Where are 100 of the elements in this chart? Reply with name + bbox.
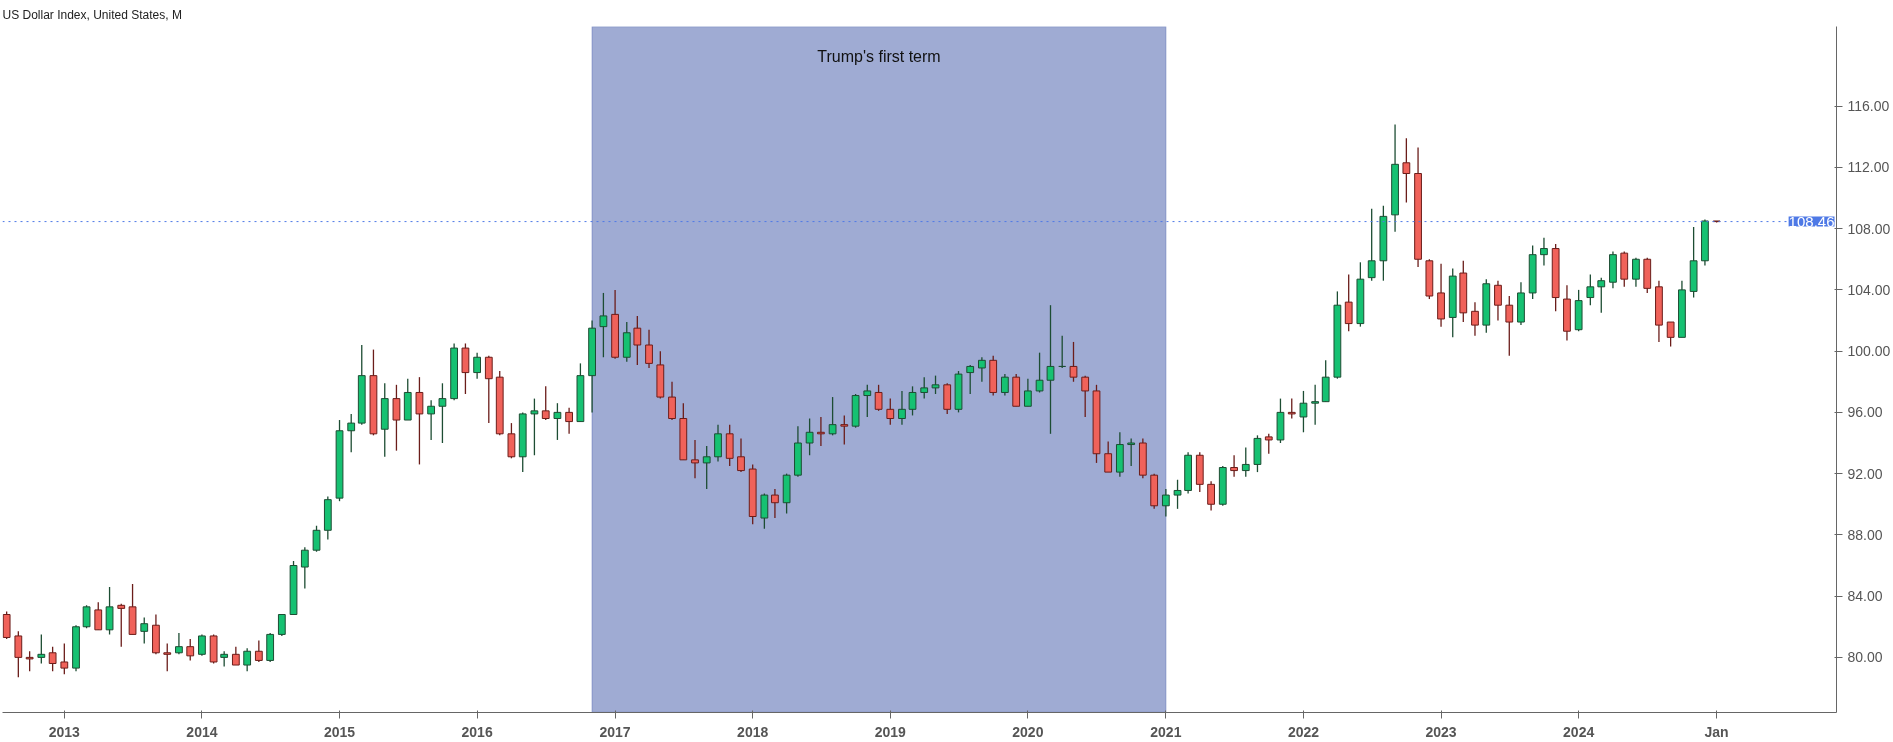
y-tick-label: 92.00 (1847, 465, 1883, 482)
candlestick (908, 385, 917, 417)
candlestick (60, 642, 69, 675)
candlestick (175, 632, 183, 655)
candlestick (1173, 479, 1182, 510)
candlestick (415, 376, 424, 466)
candlestick (599, 292, 608, 358)
candlestick (691, 439, 699, 479)
candlestick (1632, 257, 1640, 288)
candlestick (1666, 321, 1675, 348)
candlestick (37, 633, 46, 665)
y-tick-label: 100.00 (1847, 343, 1891, 360)
y-tick-label: 88.00 (1847, 526, 1883, 543)
candlestick (1367, 208, 1376, 282)
candlestick (312, 525, 321, 553)
candlestick (1230, 454, 1238, 478)
candlestick (553, 402, 562, 441)
candlestick (565, 407, 573, 435)
candlestick (1287, 397, 1296, 420)
candlestick (633, 315, 642, 366)
candlestick (805, 417, 814, 456)
y-tick-label: 108.00 (1847, 220, 1891, 237)
candlestick (2, 610, 11, 640)
candlestick (1344, 273, 1353, 332)
candlestick (1127, 437, 1136, 467)
candlestick (1207, 480, 1215, 512)
candlestick (931, 374, 940, 395)
candlestick (231, 646, 240, 666)
candlestick (886, 397, 895, 426)
candlestick (300, 546, 309, 590)
x-tick-label: 2017 (599, 723, 631, 740)
candlestick (1402, 137, 1411, 204)
candlestick (541, 385, 550, 421)
candlestick (1069, 341, 1078, 383)
candlestick (1471, 301, 1479, 337)
candlestick (473, 352, 482, 380)
candlestick (737, 437, 745, 473)
candlestick (1023, 378, 1032, 407)
candlestick (1597, 276, 1606, 314)
candlestick (140, 616, 149, 645)
y-tick-label: 116.00 (1847, 98, 1890, 115)
candlestick (427, 399, 436, 441)
candlestick (48, 646, 57, 672)
x-tick-label: 2014 (186, 723, 218, 740)
candlestick (277, 613, 286, 637)
candlestick (243, 647, 252, 672)
candlestick (920, 376, 929, 400)
candlestick (1241, 446, 1250, 478)
candlestick (1104, 440, 1113, 473)
candlestick (1000, 373, 1009, 397)
x-tick-label: 2016 (461, 723, 493, 740)
candlestick (105, 586, 114, 636)
candlestick (1264, 433, 1273, 455)
x-tick-label: 2018 (737, 723, 769, 740)
candlestick (668, 381, 676, 421)
candlestick (82, 604, 91, 629)
candlestick (760, 492, 769, 530)
candlestick (117, 603, 126, 648)
candlestick (1586, 273, 1595, 306)
x-tick-label: 2020 (1012, 723, 1044, 740)
x-tick-label: 2024 (1563, 723, 1595, 740)
candlestick (702, 445, 711, 490)
candlestick (347, 413, 356, 453)
candlestick (863, 384, 872, 418)
x-tick-label: 2021 (1150, 723, 1182, 740)
candlestick (14, 630, 23, 678)
y-tick-label: 112.00 (1847, 159, 1890, 176)
y-tick-label: 104.00 (1847, 281, 1891, 298)
y-tick-label: 96.00 (1847, 404, 1883, 421)
ref-line-label: 108.46 (1788, 212, 1835, 230)
candlestick (966, 364, 975, 395)
x-tick-label: 2015 (323, 723, 356, 740)
candlestick (1081, 374, 1090, 418)
candlestick (828, 396, 837, 436)
candlestick (978, 356, 986, 383)
candlestick (1046, 304, 1055, 435)
x-tick-label: 2019 (874, 723, 907, 740)
candlestick (1311, 384, 1320, 426)
x-tick-label: 2022 (1287, 723, 1320, 740)
candlestick (484, 355, 493, 424)
candlestick (898, 390, 906, 426)
y-tick-label: 84.00 (1847, 588, 1883, 605)
candlestick (1540, 237, 1548, 267)
candlestick (94, 601, 103, 631)
candlestick (438, 382, 447, 444)
candlestick (714, 423, 722, 463)
candlestick (25, 650, 34, 672)
candlestick (1505, 295, 1514, 357)
candlestick (645, 329, 653, 369)
candlestick (163, 642, 172, 672)
candlestick (1299, 390, 1308, 433)
candlestick (530, 397, 539, 456)
candlestick (874, 384, 883, 412)
band-label: Trump's first term (817, 48, 941, 65)
y-tick-label: 80.00 (1847, 649, 1883, 666)
x-tick-label: 2023 (1425, 723, 1457, 740)
x-tick-label: 2013 (48, 723, 81, 740)
candlestick (186, 638, 195, 662)
candlestick (507, 422, 516, 459)
candlestick (198, 633, 206, 657)
